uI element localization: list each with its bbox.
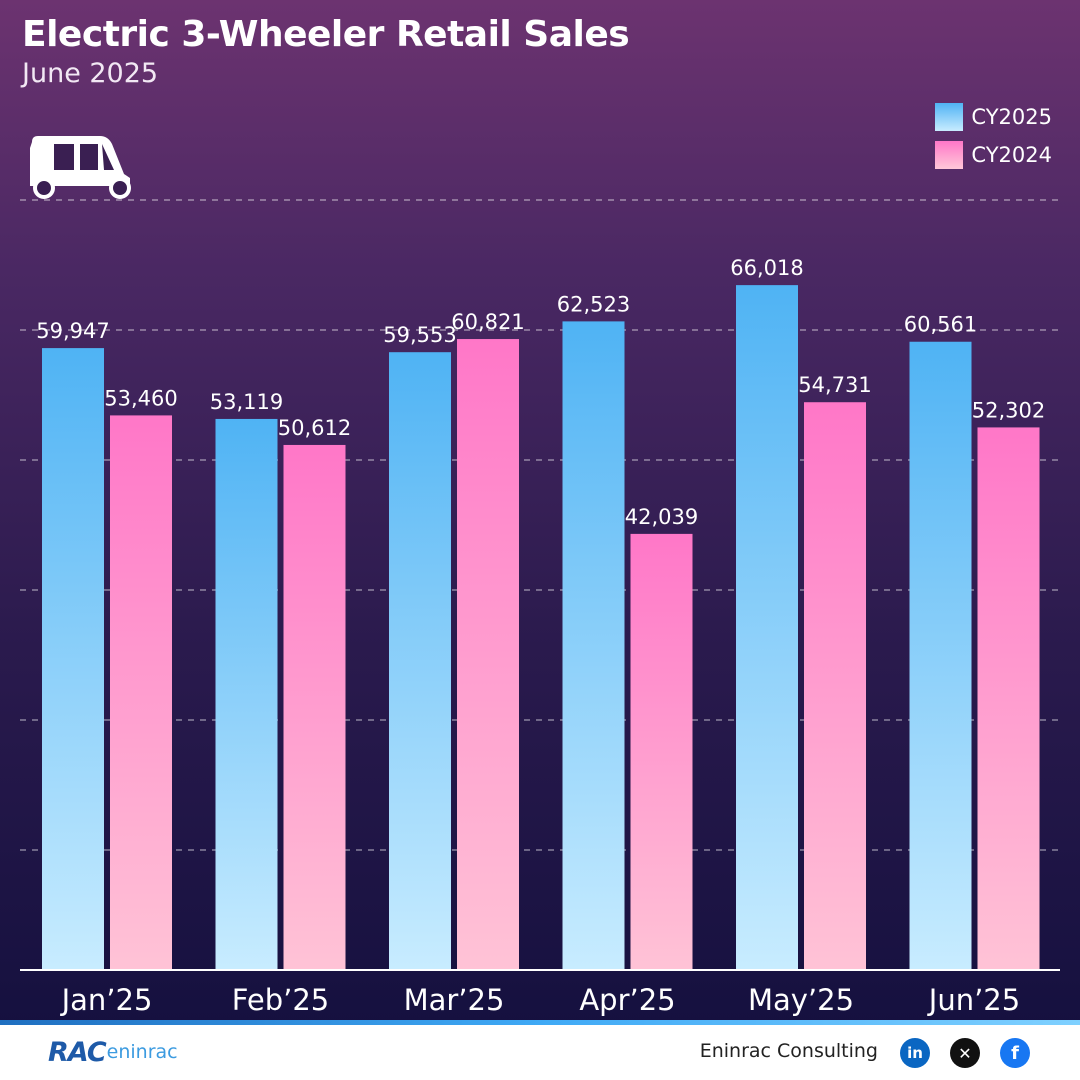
data-label-cy2025-0: 59,947 <box>36 319 109 343</box>
bar-cy2024-2 <box>457 339 519 970</box>
data-label-cy2024-5: 52,302 <box>972 398 1045 422</box>
footer-accent-bar <box>0 1020 1080 1025</box>
legend-swatch-cy2025 <box>935 103 964 131</box>
legend-swatch-cy2024 <box>935 141 964 169</box>
data-label-cy2024-4: 54,731 <box>798 373 871 397</box>
bar-cy2025-2 <box>389 352 451 971</box>
data-label-cy2024-0: 53,460 <box>104 386 177 410</box>
x-tick-label-2: Mar’25 <box>404 983 505 1017</box>
chart-subtitle: June 2025 <box>22 58 159 89</box>
bar-cy2024-1 <box>283 444 346 970</box>
x-tick-label-0: Jan’25 <box>60 983 153 1017</box>
x-tick-label-3: Apr’25 <box>579 983 675 1017</box>
x-tick-label-1: Feb’25 <box>232 983 329 1017</box>
logo-name-text: eninrac <box>106 1041 178 1063</box>
footer: RAC eninrac Eninrac Consulting in ✕ f <box>0 1020 1080 1080</box>
auto-rickshaw-icon <box>30 136 131 199</box>
bar-cy2024-4 <box>804 402 866 971</box>
x-tick-label-4: May’25 <box>748 983 854 1017</box>
bar-cy2024-5 <box>977 427 1040 970</box>
legend-item-cy2024: CY2024 <box>935 136 1052 174</box>
bar-cy2025-1 <box>215 418 278 970</box>
chart-title: Electric 3-Wheeler Retail Sales <box>22 14 630 55</box>
data-label-cy2024-1: 50,612 <box>278 416 351 440</box>
data-label-cy2025-2: 59,553 <box>383 323 456 347</box>
legend-label-cy2025: CY2025 <box>971 105 1052 129</box>
eninrac-logo: RAC eninrac <box>48 1036 178 1068</box>
data-label-cy2025-1: 53,119 <box>210 390 283 414</box>
data-label-cy2025-3: 62,523 <box>557 292 630 316</box>
x-tick-label-5: Jun’25 <box>927 983 1020 1017</box>
bar-cy2025-0 <box>42 348 104 970</box>
bar-cy2024-3 <box>630 533 693 970</box>
legend-label-cy2024: CY2024 <box>971 143 1052 167</box>
legend: CY2025 CY2024 <box>935 98 1052 174</box>
legend-item-cy2025: CY2025 <box>935 98 1052 136</box>
data-label-cy2025-4: 66,018 <box>730 256 803 280</box>
company-name: Eninrac Consulting <box>699 1040 878 1062</box>
x-icon[interactable]: ✕ <box>950 1038 980 1068</box>
data-label-cy2024-2: 60,821 <box>451 310 524 334</box>
bar-cy2024-0 <box>110 415 172 970</box>
facebook-icon[interactable]: f <box>1000 1038 1030 1068</box>
bar-cy2025-3 <box>562 321 625 970</box>
linkedin-icon[interactable]: in <box>900 1038 930 1068</box>
data-label-cy2025-5: 60,561 <box>904 313 977 337</box>
data-label-cy2024-3: 42,039 <box>625 505 698 529</box>
bar-cy2025-4 <box>736 285 798 970</box>
logo-rac-text: RAC <box>48 1036 107 1068</box>
bar-cy2025-5 <box>909 341 972 970</box>
